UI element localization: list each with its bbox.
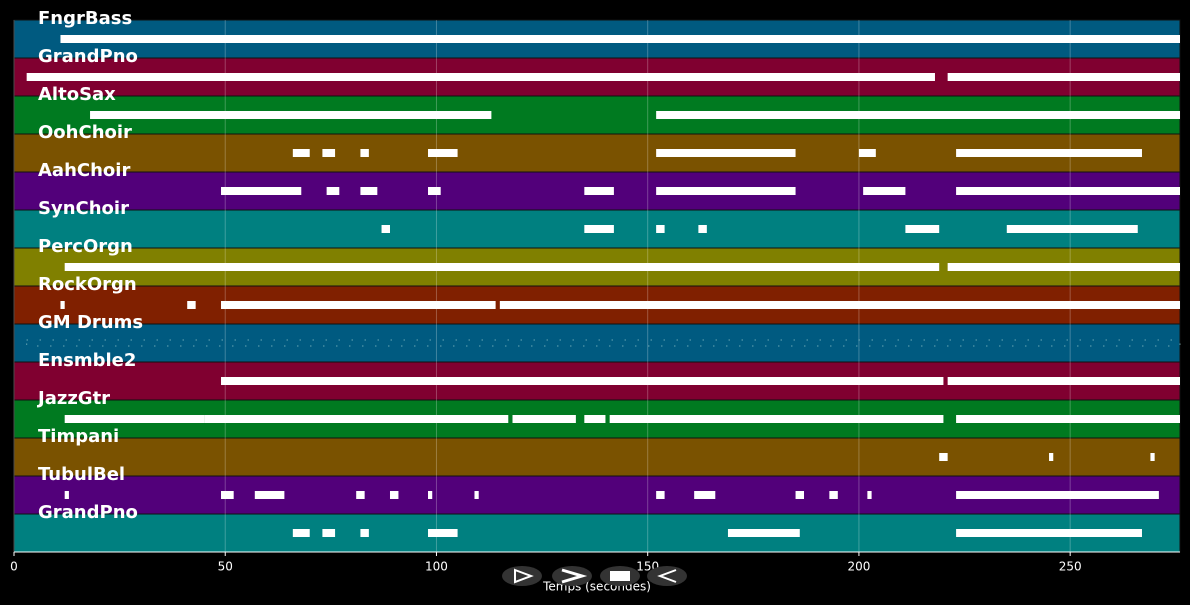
note-segment	[947, 73, 1180, 81]
note-segment	[360, 187, 378, 195]
track-name: RockOrgn	[38, 274, 137, 295]
track-row	[13, 323, 1181, 363]
note-segment	[905, 225, 940, 233]
track-name: SynChoir	[38, 198, 129, 219]
note-segment	[1006, 225, 1138, 233]
note-segment	[956, 491, 1159, 499]
note-segment	[947, 377, 1180, 385]
note-segment	[829, 491, 838, 499]
note-segment	[221, 491, 234, 499]
note-segment	[221, 301, 496, 309]
track-name: AahChoir	[38, 160, 130, 181]
rewind-button[interactable]	[647, 566, 687, 586]
note-segment	[656, 225, 665, 233]
note-segment	[322, 529, 336, 537]
note-segment	[939, 453, 948, 461]
note-segment	[322, 149, 336, 157]
note-segment	[64, 415, 205, 423]
labels: FngrBass GrandPno AltoSax OohChoir AahChoir S…	[36, 8, 143, 523]
note-segment	[656, 111, 1180, 119]
note-segment	[428, 491, 433, 499]
note-segment	[474, 491, 479, 499]
note-segment	[1049, 453, 1054, 461]
note-segment	[858, 149, 876, 157]
note-segment	[64, 491, 69, 499]
track-name: GrandPno	[38, 46, 138, 67]
note-segment	[389, 491, 399, 499]
x-tick-label: 50	[218, 560, 233, 574]
note-segment	[292, 529, 310, 537]
note-segment	[795, 491, 805, 499]
note-segment	[584, 415, 606, 423]
note-segment	[292, 149, 310, 157]
note-segment	[698, 225, 707, 233]
note-segment	[381, 225, 390, 233]
play-button[interactable]	[502, 566, 542, 586]
track-name: Ensmble2	[38, 350, 136, 371]
note-segment	[694, 491, 716, 499]
track-row	[13, 437, 1181, 477]
note-segment	[326, 187, 340, 195]
track-name: AltoSax	[38, 84, 116, 105]
note-segment	[499, 301, 1180, 309]
forward-button[interactable]	[552, 566, 592, 586]
x-tick-label: 0	[10, 560, 18, 574]
x-tick-label: 250	[1059, 560, 1082, 574]
note-segment	[947, 263, 1180, 271]
note-segment	[356, 491, 365, 499]
note-segment	[863, 187, 906, 195]
playback-controls	[502, 566, 687, 586]
note-segment	[60, 301, 65, 309]
notes	[26, 35, 1181, 537]
note-segment	[221, 377, 944, 385]
note-segment	[656, 149, 796, 157]
track-name: PercOrgn	[38, 236, 133, 257]
track-name: GrandPno	[38, 502, 138, 523]
note-segment	[656, 187, 796, 195]
track-name: TubulBel	[38, 464, 125, 485]
tracks	[13, 19, 1181, 553]
note-segment	[254, 491, 285, 499]
note-segment	[727, 529, 800, 537]
note-segment	[656, 491, 665, 499]
note-segment	[64, 263, 940, 271]
note-segment	[360, 149, 369, 157]
note-segment	[187, 301, 196, 309]
note-segment	[956, 187, 1180, 195]
x-tick-label: 100	[425, 560, 448, 574]
note-segment	[60, 35, 1180, 43]
note-segment	[956, 415, 1180, 423]
note-segment	[204, 415, 509, 423]
note-segment	[221, 187, 302, 195]
note-segment	[609, 415, 944, 423]
note-segment	[90, 111, 492, 119]
note-segment	[428, 149, 458, 157]
note-segment	[360, 529, 369, 537]
x-tick-label: 200	[847, 560, 870, 574]
track-name: JazzGtr	[36, 388, 110, 409]
grid	[13, 20, 1071, 552]
note-segment	[512, 415, 576, 423]
note-segment	[956, 149, 1142, 157]
note-segment	[428, 187, 441, 195]
note-segment	[584, 225, 614, 233]
track-name: GM Drums	[38, 312, 143, 333]
note-segment	[428, 529, 458, 537]
note-segment	[956, 529, 1142, 537]
note-segment	[584, 187, 614, 195]
track-name: OohChoir	[38, 122, 132, 143]
stop-button[interactable]	[600, 566, 640, 586]
track-name: Timpani	[38, 426, 119, 447]
note-segment	[1150, 453, 1155, 461]
track-name: FngrBass	[38, 8, 132, 29]
note-segment	[26, 73, 935, 81]
note-segment	[867, 491, 872, 499]
